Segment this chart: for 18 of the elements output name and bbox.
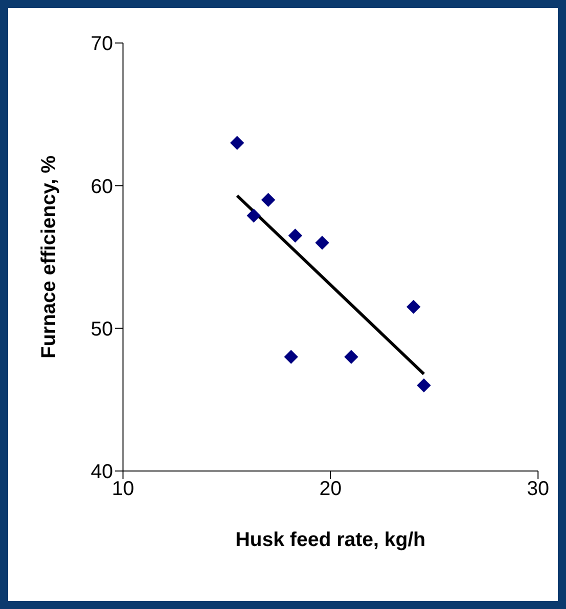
x-tick-label: 20	[319, 478, 342, 500]
point	[406, 300, 420, 314]
point	[246, 208, 261, 223]
point	[261, 192, 276, 207]
point	[284, 350, 298, 364]
point	[288, 228, 302, 243]
x-axis-title: Husk feed rate, kg/h	[235, 529, 426, 551]
point	[315, 236, 330, 250]
point	[416, 378, 431, 392]
y-tick-label: 70	[90, 33, 113, 56]
y-tick-label: 60	[90, 176, 113, 198]
point	[230, 136, 244, 150]
x-tick-label: 30	[526, 478, 550, 500]
y-tick-label: 40	[90, 461, 113, 484]
y-tick-label: 50	[90, 318, 113, 340]
x-tick-label: 10	[112, 478, 134, 500]
y-axis-title: Furnace efficiency, %	[38, 155, 60, 359]
point	[344, 350, 358, 364]
